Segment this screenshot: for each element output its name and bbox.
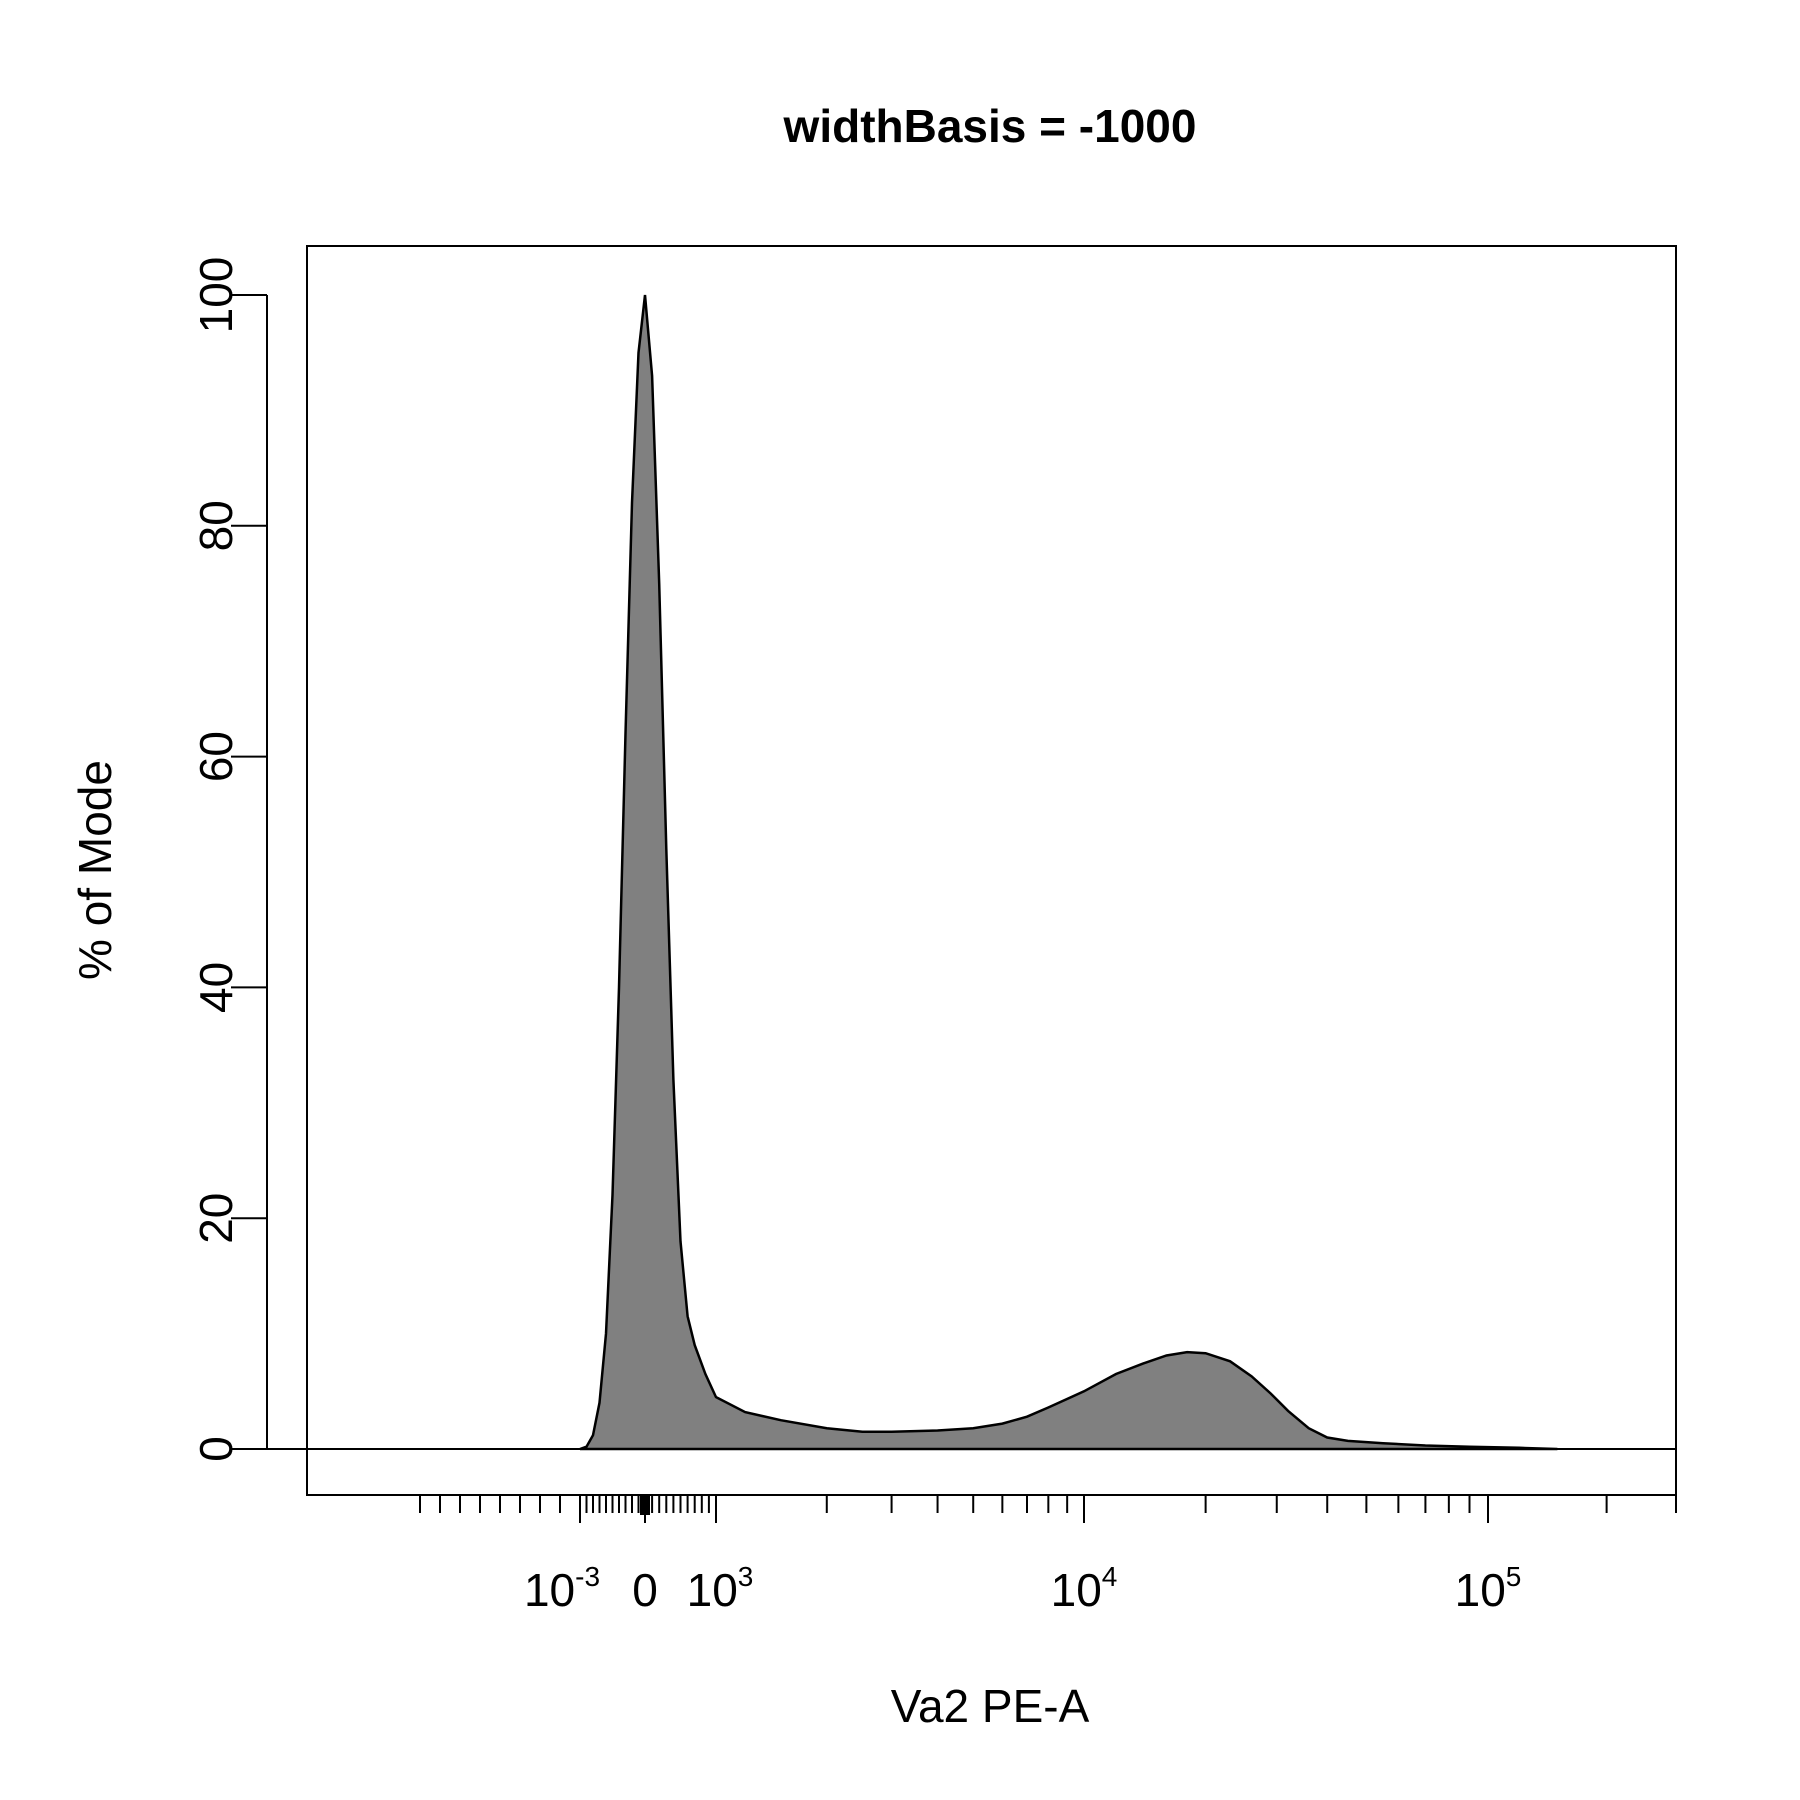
x-tick-label: 10-3	[524, 1561, 600, 1616]
chart-title: widthBasis = -1000	[783, 100, 1197, 152]
y-tick-label: 60	[190, 731, 242, 782]
y-tick-label: 0	[190, 1436, 242, 1462]
x-tick-label: 103	[687, 1561, 754, 1616]
y-tick-label: 80	[190, 500, 242, 551]
y-axis-label: % of Mode	[69, 760, 121, 980]
density-area	[579, 294, 1558, 1451]
y-tick-label: 100	[190, 257, 242, 334]
y-tick-label: 40	[190, 962, 242, 1013]
x-tick-label: 104	[1051, 1561, 1118, 1616]
x-tick-label: 0	[632, 1564, 658, 1616]
y-tick-label: 20	[190, 1193, 242, 1244]
x-zero-marker	[640, 1495, 650, 1515]
x-axis: 10-3 0 103 104 105	[419, 1495, 1677, 1616]
plot-frame	[306, 245, 1677, 1496]
x-tick-label: 105	[1455, 1561, 1522, 1616]
y-axis: 0 20 40 60 80 100	[190, 257, 268, 1462]
x-axis-label: Va2 PE-A	[891, 1680, 1090, 1732]
